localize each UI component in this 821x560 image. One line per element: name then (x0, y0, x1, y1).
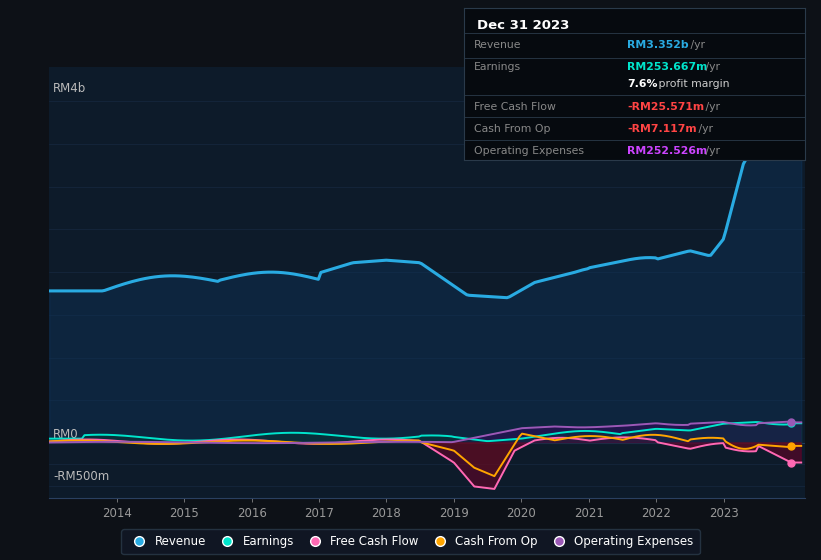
Text: Operating Expenses: Operating Expenses (474, 146, 584, 156)
Text: 7.6%: 7.6% (627, 79, 658, 89)
Text: -RM500m: -RM500m (53, 470, 109, 483)
Text: RM4b: RM4b (53, 82, 86, 95)
Text: Cash From Op: Cash From Op (474, 124, 551, 134)
Text: RM253.667m: RM253.667m (627, 62, 708, 72)
Text: /yr: /yr (687, 40, 705, 50)
Text: profit margin: profit margin (654, 79, 729, 89)
Text: Dec 31 2023: Dec 31 2023 (478, 19, 570, 32)
Text: RM3.352b: RM3.352b (627, 40, 689, 50)
Text: /yr: /yr (702, 62, 720, 72)
Text: RM252.526m: RM252.526m (627, 146, 708, 156)
Text: RM0: RM0 (53, 428, 79, 441)
Text: -RM7.117m: -RM7.117m (627, 124, 697, 134)
Text: Earnings: Earnings (474, 62, 521, 72)
Text: /yr: /yr (702, 146, 720, 156)
Text: Revenue: Revenue (474, 40, 521, 50)
Text: -RM25.571m: -RM25.571m (627, 102, 704, 111)
Text: Free Cash Flow: Free Cash Flow (474, 102, 556, 111)
Text: /yr: /yr (695, 124, 713, 134)
Text: /yr: /yr (702, 102, 720, 111)
Legend: Revenue, Earnings, Free Cash Flow, Cash From Op, Operating Expenses: Revenue, Earnings, Free Cash Flow, Cash … (122, 529, 699, 554)
